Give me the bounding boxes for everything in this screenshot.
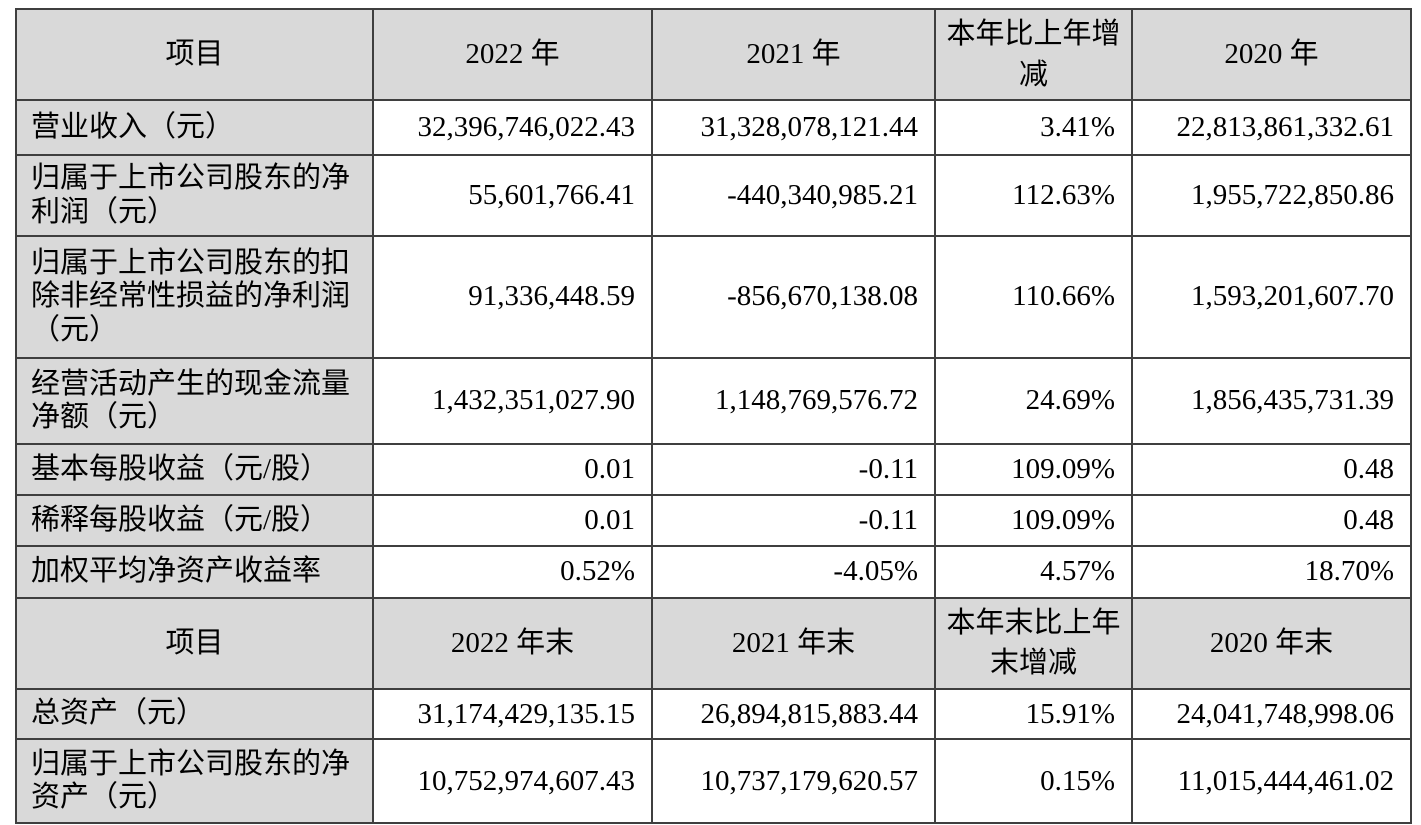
header-year-2020: 2020 年 xyxy=(1131,7,1412,102)
table-row-total-assets: 总资产（元） 31,174,429,135.15 26,894,815,883.… xyxy=(15,688,1412,741)
header-year-end-2021: 2021 年末 xyxy=(651,596,936,691)
value-2021: -4.05% xyxy=(651,544,936,599)
table-row-net-assets: 归属于上市公司股东的净资产（元） 10,752,974,607.43 10,73… xyxy=(15,738,1412,825)
header-year-2021: 2021 年 xyxy=(651,7,936,102)
value-change: 3.41% xyxy=(934,99,1133,157)
value-2020: 22,813,861,332.61 xyxy=(1131,99,1412,157)
row-label: 归属于上市公司股东的净资产（元） xyxy=(15,738,374,825)
header-year-end-2022: 2022 年末 xyxy=(372,596,653,691)
value-change: 24.69% xyxy=(934,356,1133,445)
value-2021: -0.11 xyxy=(651,442,936,496)
header-year-2022: 2022 年 xyxy=(372,7,653,102)
value-2021: -0.11 xyxy=(651,493,936,547)
value-2020: 1,856,435,731.39 xyxy=(1131,356,1412,445)
row-label: 营业收入（元） xyxy=(15,99,374,157)
table-row-operating-revenue: 营业收入（元） 32,396,746,022.43 31,328,078,121… xyxy=(15,99,1412,157)
value-2022: 1,432,351,027.90 xyxy=(372,356,653,445)
value-2022: 10,752,974,607.43 xyxy=(372,738,653,825)
value-2021: 10,737,179,620.57 xyxy=(651,738,936,825)
value-2022: 91,336,448.59 xyxy=(372,234,653,359)
row-label: 归属于上市公司股东的净利润（元） xyxy=(15,154,374,237)
value-2022: 0.01 xyxy=(372,442,653,496)
value-2020: 1,955,722,850.86 xyxy=(1131,154,1412,237)
value-2021: 1,148,769,576.72 xyxy=(651,356,936,445)
financial-summary-table: 项目 2022 年 2021 年 本年比上年增减 2020 年 营业收入（元） … xyxy=(15,7,1412,825)
value-2020: 24,041,748,998.06 xyxy=(1131,688,1412,741)
header-yoy-change: 本年比上年增减 xyxy=(934,7,1133,102)
value-2020: 18.70% xyxy=(1131,544,1412,599)
value-change: 112.63% xyxy=(934,154,1133,237)
value-2021: -856,670,138.08 xyxy=(651,234,936,359)
value-2022: 55,601,766.41 xyxy=(372,154,653,237)
value-2021: 31,328,078,121.44 xyxy=(651,99,936,157)
value-change: 110.66% xyxy=(934,234,1133,359)
table-row-net-profit-excl-nonrecurring: 归属于上市公司股东的扣除非经常性损益的净利润（元） 91,336,448.59 … xyxy=(15,234,1412,359)
value-change: 0.15% xyxy=(934,738,1133,825)
table-row-diluted-eps: 稀释每股收益（元/股） 0.01 -0.11 109.09% 0.48 xyxy=(15,493,1412,547)
table-row-operating-cash-flow: 经营活动产生的现金流量净额（元） 1,432,351,027.90 1,148,… xyxy=(15,356,1412,445)
value-2020: 11,015,444,461.02 xyxy=(1131,738,1412,825)
value-2022: 31,174,429,135.15 xyxy=(372,688,653,741)
value-2020: 1,593,201,607.70 xyxy=(1131,234,1412,359)
annual-header-row: 项目 2022 年 2021 年 本年比上年增减 2020 年 xyxy=(15,7,1412,102)
header-year-end-2020: 2020 年末 xyxy=(1131,596,1412,691)
value-2021: -440,340,985.21 xyxy=(651,154,936,237)
value-2022: 0.01 xyxy=(372,493,653,547)
row-label: 归属于上市公司股东的扣除非经常性损益的净利润（元） xyxy=(15,234,374,359)
value-change: 109.09% xyxy=(934,493,1133,547)
table-row-weighted-avg-roe: 加权平均净资产收益率 0.52% -4.05% 4.57% 18.70% xyxy=(15,544,1412,599)
header-year-end-change: 本年末比上年末增减 xyxy=(934,596,1133,691)
value-change: 109.09% xyxy=(934,442,1133,496)
row-label: 总资产（元） xyxy=(15,688,374,741)
value-change: 4.57% xyxy=(934,544,1133,599)
value-2021: 26,894,815,883.44 xyxy=(651,688,936,741)
row-label: 稀释每股收益（元/股） xyxy=(15,493,374,547)
value-2022: 0.52% xyxy=(372,544,653,599)
value-2020: 0.48 xyxy=(1131,442,1412,496)
value-change: 15.91% xyxy=(934,688,1133,741)
row-label: 经营活动产生的现金流量净额（元） xyxy=(15,356,374,445)
header-item: 项目 xyxy=(15,596,374,691)
value-2022: 32,396,746,022.43 xyxy=(372,99,653,157)
row-label: 基本每股收益（元/股） xyxy=(15,442,374,496)
table-row-basic-eps: 基本每股收益（元/股） 0.01 -0.11 109.09% 0.48 xyxy=(15,442,1412,496)
table-row-net-profit: 归属于上市公司股东的净利润（元） 55,601,766.41 -440,340,… xyxy=(15,154,1412,237)
value-2020: 0.48 xyxy=(1131,493,1412,547)
header-item: 项目 xyxy=(15,7,374,102)
year-end-header-row: 项目 2022 年末 2021 年末 本年末比上年末增减 2020 年末 xyxy=(15,596,1412,691)
row-label: 加权平均净资产收益率 xyxy=(15,544,374,599)
